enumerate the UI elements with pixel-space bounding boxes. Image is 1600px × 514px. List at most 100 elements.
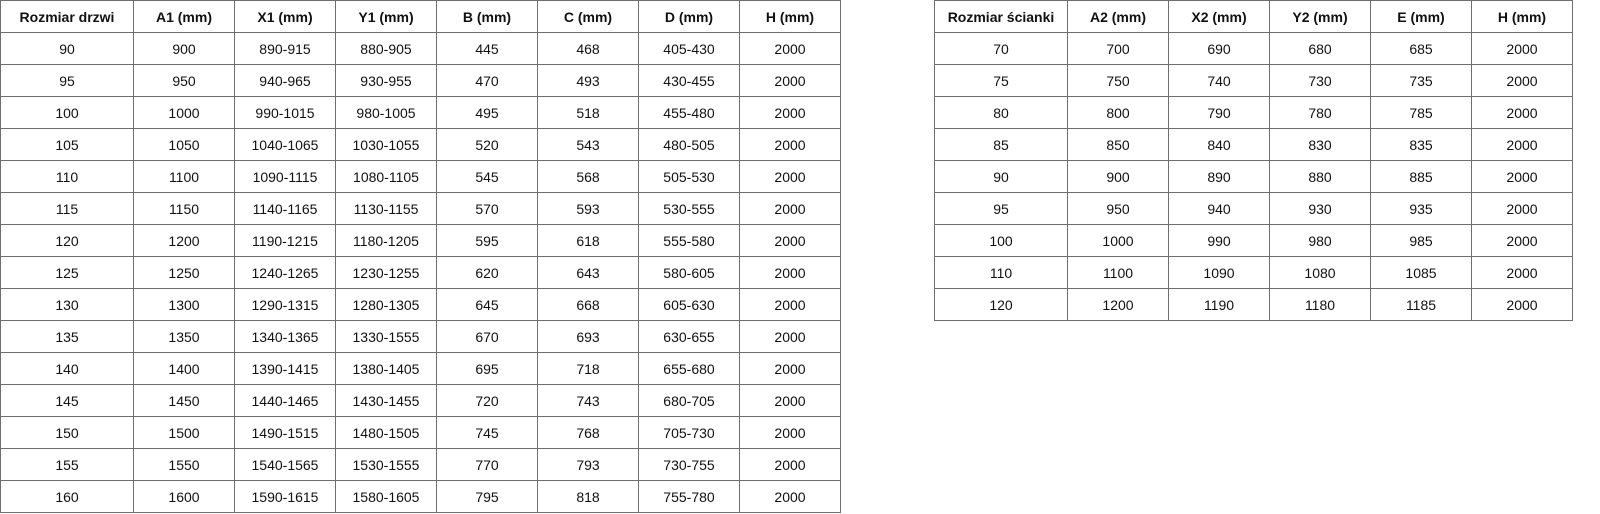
table-cell: 2000 [739,128,841,161]
table-cell: 2000 [739,480,841,513]
table-row: 120 1200 1190-1215 1180-1205 595 618 555-580 20… [0,224,841,257]
table-cell: 1090-1115 [234,160,336,193]
table-cell: 630-655 [638,320,740,353]
table-row: 110 1100 1090 1080 1085 2000 [934,256,1573,289]
table-row: 140 1400 1390-1415 1380-1405 695 718 655-680 20… [0,352,841,385]
table-cell: 750 [1067,64,1169,97]
table-row: 130 1300 1290-1315 1280-1305 645 668 605-630 20… [0,288,841,321]
table-cell: 2000 [739,384,841,417]
table-cell: 1380-1405 [335,352,437,385]
table-cell: 1130-1155 [335,192,437,225]
table-cell: 1600 [133,480,235,513]
table-cell: 110 [934,256,1068,289]
column-header: H (mm) [739,0,841,33]
table-cell: 835 [1370,128,1472,161]
table-row: 95 950 940 930 935 2000 [934,192,1573,225]
table-cell: 700 [1067,32,1169,65]
table-row: 150 1500 1490-1515 1480-1505 745 768 705-730 20… [0,416,841,449]
table-cell: 1080-1105 [335,160,437,193]
table-cell: 2000 [1471,160,1573,193]
table-cell: 718 [537,352,639,385]
table-cell: 2000 [739,96,841,129]
table-cell: 555-580 [638,224,740,257]
table-cell: 90 [0,32,134,65]
table-cell: 985 [1370,224,1472,257]
table-cell: 730-755 [638,448,740,481]
table-cell: 2000 [739,224,841,257]
table-cell: 105 [0,128,134,161]
column-header: C (mm) [537,0,639,33]
table-cell: 940 [1168,192,1270,225]
table-cell: 90 [934,160,1068,193]
table-cell: 935 [1370,192,1472,225]
table-cell: 2000 [1471,192,1573,225]
table-cell: 680 [1269,32,1371,65]
table-cell: 743 [537,384,639,417]
table-cell: 2000 [739,192,841,225]
table-cell: 1290-1315 [234,288,336,321]
table-cell: 620 [436,256,538,289]
table-cell: 445 [436,32,538,65]
table-cell: 1230-1255 [335,256,437,289]
table-cell: 115 [0,192,134,225]
table-cell: 2000 [739,32,841,65]
table-cell: 1590-1615 [234,480,336,513]
table-cell: 2000 [1471,96,1573,129]
table-cell: 1500 [133,416,235,449]
table-cell: 668 [537,288,639,321]
table-cell: 880-905 [335,32,437,65]
table-cell: 95 [934,192,1068,225]
table-cell: 900 [1067,160,1169,193]
table-cell: 1200 [1067,288,1169,321]
table-cell: 1540-1565 [234,448,336,481]
table-cell: 1140-1165 [234,192,336,225]
table-cell: 1240-1265 [234,256,336,289]
table-cell: 1580-1605 [335,480,437,513]
table-row: 100 1000 990 980 985 2000 [934,224,1573,257]
table-cell: 785 [1370,96,1472,129]
table-cell: 1440-1465 [234,384,336,417]
table-cell: 455-480 [638,96,740,129]
table-cell: 850 [1067,128,1169,161]
table-cell: 1450 [133,384,235,417]
table-cell: 430-455 [638,64,740,97]
table-cell: 605-630 [638,288,740,321]
table-cell: 685 [1370,32,1472,65]
table-header-row: Rozmiar drzwi A1 (mm) X1 (mm) Y1 (mm) B (mm)… [0,0,841,33]
column-header: H (mm) [1471,0,1573,33]
table-cell: 680-705 [638,384,740,417]
table-row: 160 1600 1590-1615 1580-1605 795 818 755-780 20… [0,480,841,513]
table-cell: 70 [934,32,1068,65]
table-row: 100 1000 990-1015 980-1005 495 518 455-480 2000 [0,96,841,129]
table-cell: 1200 [133,224,235,257]
table-cell: 950 [133,64,235,97]
table-cell: 768 [537,416,639,449]
table-cell: 140 [0,352,134,385]
table-cell: 80 [934,96,1068,129]
table-cell: 885 [1370,160,1472,193]
table-cell: 1190-1215 [234,224,336,257]
table-cell: 2000 [739,288,841,321]
table-cell: 900 [133,32,235,65]
table-cell: 130 [0,288,134,321]
table-cell: 1490-1515 [234,416,336,449]
table-row: 145 1450 1440-1465 1430-1455 720 743 680-705 20… [0,384,841,417]
table-cell: 1300 [133,288,235,321]
table-cell: 1050 [133,128,235,161]
table-cell: 720 [436,384,538,417]
table-cell: 95 [0,64,134,97]
table-cell: 695 [436,352,538,385]
column-header: D (mm) [638,0,740,33]
table-cell: 1550 [133,448,235,481]
table-cell: 705-730 [638,416,740,449]
table-cell: 693 [537,320,639,353]
table-cell: 770 [436,448,538,481]
column-header: X2 (mm) [1168,0,1270,33]
table-cell: 1185 [1370,288,1472,321]
table-cell: 100 [0,96,134,129]
table-cell: 890-915 [234,32,336,65]
table-cell: 740 [1168,64,1270,97]
table-cell: 580-605 [638,256,740,289]
table-cell: 755-780 [638,480,740,513]
table-cell: 125 [0,256,134,289]
